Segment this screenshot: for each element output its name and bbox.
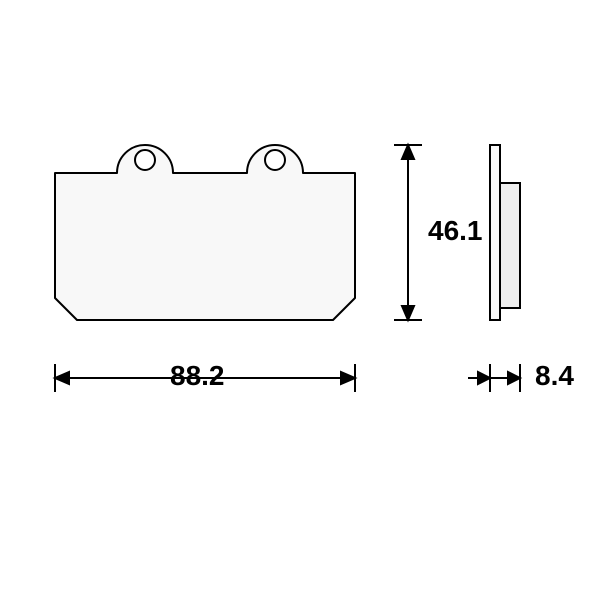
pad-outline (55, 145, 355, 320)
mounting-hole-left (135, 150, 155, 170)
side-friction-material (500, 183, 520, 308)
drawing-svg (0, 0, 600, 600)
dimension-thickness-label: 8.4 (535, 360, 574, 392)
side-backing-plate (490, 145, 500, 320)
dimension-height-label: 46.1 (428, 215, 483, 247)
dimension-thickness (468, 364, 520, 392)
dimension-width-label: 88.2 (170, 360, 225, 392)
side-view (490, 145, 520, 320)
mounting-hole-right (265, 150, 285, 170)
diagram-canvas: 46.1 88.2 8.4 (0, 0, 600, 600)
front-view (55, 145, 355, 320)
dimension-height (394, 145, 422, 320)
